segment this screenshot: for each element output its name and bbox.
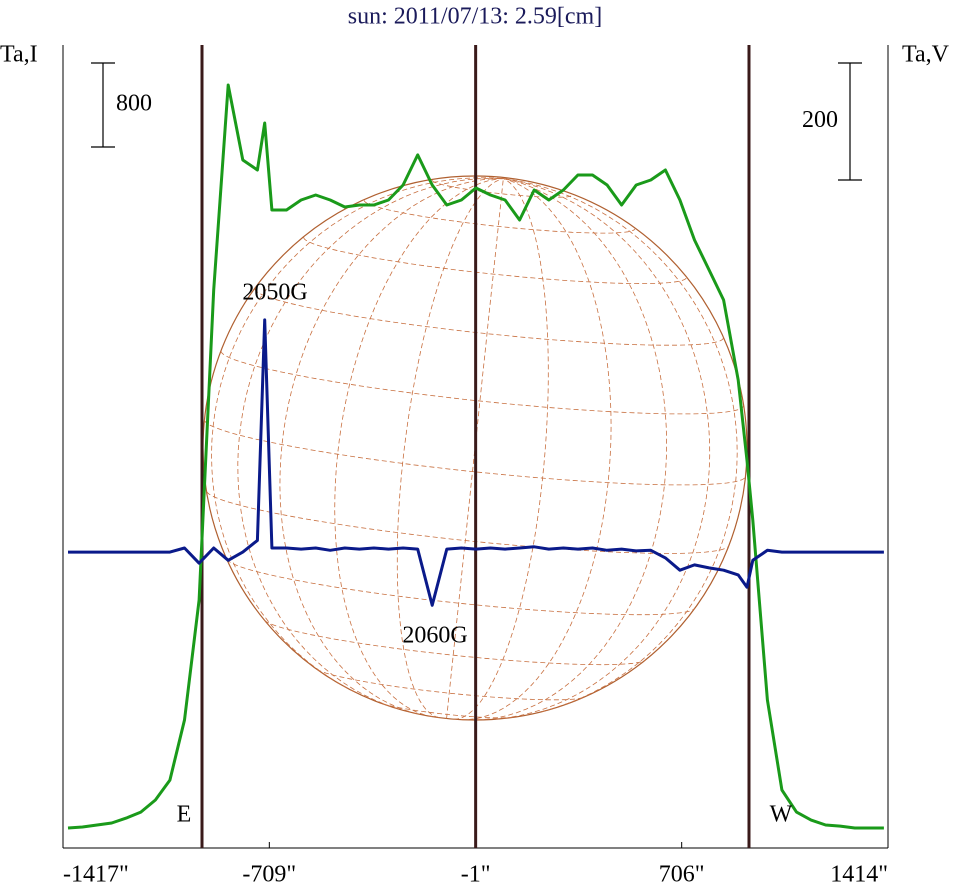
- globe-grid: [334, 178, 504, 718]
- globe-grid: [495, 178, 711, 720]
- globe-grid: [460, 178, 612, 720]
- globe-grid: [503, 178, 738, 712]
- globe-grid: [431, 180, 573, 198]
- globe-grid: [220, 350, 744, 415]
- annotation: 2050G: [242, 280, 307, 306]
- globe-grid: [279, 178, 504, 714]
- globe-grid: [316, 668, 585, 701]
- globe-grid: [264, 619, 646, 666]
- globe-grid: [446, 178, 504, 719]
- globe-grid: [381, 703, 513, 719]
- globe-grid: [254, 288, 724, 346]
- x-tick-label: 706": [659, 862, 705, 888]
- scale-bar-label: 800: [116, 91, 152, 117]
- x-tick-label: -1417": [63, 862, 129, 888]
- data-line: [67, 83, 884, 830]
- chart-title: sun: 2011/07/13: 2.59[cm]: [348, 4, 602, 30]
- globe-grid: [476, 178, 668, 721]
- x-tick-label: 1414": [830, 862, 888, 888]
- annotation: E: [177, 802, 192, 828]
- data-line: [68, 318, 884, 607]
- x-tick-label: -709": [242, 862, 296, 888]
- globe-grid: [396, 178, 504, 718]
- scale-bar-label: 200: [802, 107, 838, 133]
- globe-grid: [237, 177, 504, 710]
- sun-globe: [202, 175, 748, 721]
- globe-grid: [453, 178, 549, 720]
- annotation: 2060G: [402, 623, 467, 649]
- y2-axis-label: Ta,V: [902, 42, 950, 68]
- annotation: W: [770, 802, 793, 828]
- y-axis-label: Ta,I: [0, 42, 38, 68]
- globe-grid: [211, 177, 504, 693]
- x-tick-label: -1": [461, 862, 491, 888]
